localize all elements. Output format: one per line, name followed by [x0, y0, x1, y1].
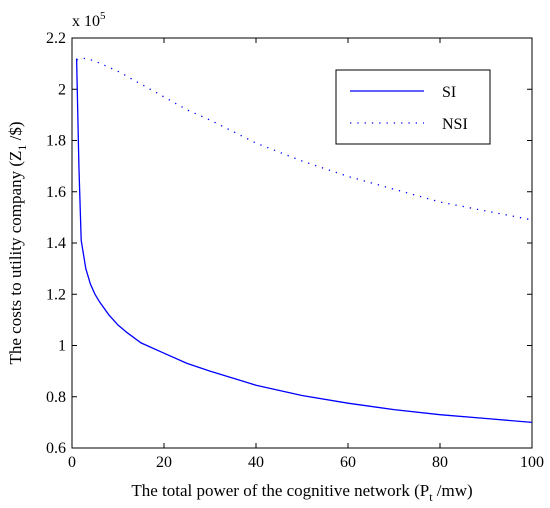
x-tick-label: 60: [340, 454, 356, 471]
y-tick-label: 1.6: [46, 184, 66, 201]
x-axis-label: The total power of the cognitive network…: [131, 481, 472, 504]
legend-label-si: SI: [442, 84, 456, 101]
axis-ticks: 0 20 40 60 80 100 0.6 0.8 1 1.2 1.4 1.6 1.8 2 2.2: [46, 30, 544, 471]
y-tick-label: 1.4: [46, 235, 66, 252]
y-tick-label: 2.2: [46, 30, 66, 47]
y-tick-label: 1: [58, 338, 66, 355]
legend: SI NSI: [335, 69, 491, 145]
x-tick-label: 80: [432, 454, 448, 471]
x-tick-label: 100: [520, 454, 544, 471]
x-tick-label: 0: [68, 454, 76, 471]
y-tick-label: 2: [58, 81, 66, 98]
y-tick-label: 0.8: [46, 389, 66, 406]
x-tick-label: 20: [156, 454, 172, 471]
y-multiplier: x 105: [72, 10, 106, 30]
y-axis-label: The costs to utility company (Z1 /$): [6, 121, 29, 364]
x-tick-label: 40: [248, 454, 264, 471]
series-layer: [75, 57, 533, 424]
series-line-si: [75, 58, 533, 424]
y-tick-label: 1.2: [46, 286, 66, 303]
y-tick-label: 0.6: [46, 440, 66, 457]
legend-box: [335, 69, 491, 145]
y-tick-label: 1.8: [46, 133, 66, 150]
legend-label-nsi: NSI: [442, 116, 468, 133]
